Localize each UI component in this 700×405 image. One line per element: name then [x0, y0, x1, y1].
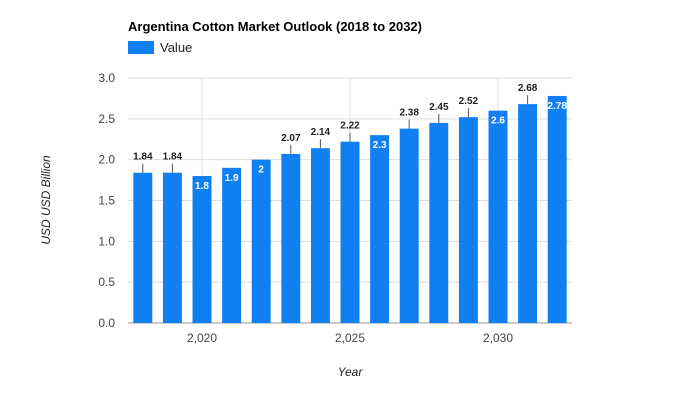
- data-label: 2.6: [491, 116, 505, 127]
- bar[interactable]: [222, 167, 242, 323]
- y-tick-label: 1.0: [98, 234, 115, 248]
- data-label: 2.3: [373, 140, 387, 151]
- data-label: 2.07: [281, 133, 301, 144]
- bar[interactable]: [518, 104, 538, 323]
- data-label: 1.9: [225, 173, 239, 184]
- bar[interactable]: [399, 128, 419, 323]
- bar[interactable]: [547, 95, 567, 323]
- bar[interactable]: [488, 110, 508, 324]
- bar[interactable]: [458, 117, 478, 323]
- legend[interactable]: Value: [128, 40, 192, 55]
- y-tick-label: 0.0: [98, 316, 115, 330]
- legend-label: Value: [160, 40, 192, 55]
- data-label: 2.45: [429, 102, 449, 113]
- legend-swatch: [128, 41, 154, 54]
- x-axis: 2,020 2,025 2,030: [187, 331, 513, 345]
- x-tick-label: 2,025: [335, 331, 365, 345]
- y-tick-label: 2.0: [98, 153, 115, 167]
- bar[interactable]: [429, 122, 449, 324]
- bar[interactable]: [281, 153, 301, 323]
- bar[interactable]: [251, 159, 271, 323]
- data-label: 2: [258, 165, 264, 176]
- bar[interactable]: [133, 172, 153, 323]
- chart-title: Argentina Cotton Market Outlook (2018 to…: [128, 19, 422, 34]
- bar[interactable]: [310, 148, 330, 323]
- data-label: 1.84: [163, 152, 183, 163]
- y-axis-label: USD USD Billion: [39, 155, 53, 245]
- bar[interactable]: [340, 141, 360, 323]
- data-label: 2.52: [459, 96, 479, 107]
- y-tick-label: 0.5: [98, 275, 115, 289]
- x-axis-label: Year: [338, 365, 364, 379]
- y-axis: 0.0 0.5 1.0 1.5 2.0 2.5 3.0: [98, 71, 115, 330]
- y-tick-label: 1.5: [98, 194, 115, 208]
- bar[interactable]: [192, 176, 212, 323]
- data-label: 2.14: [311, 127, 331, 138]
- bar[interactable]: [162, 172, 182, 323]
- x-tick-label: 2,030: [483, 331, 513, 345]
- bar[interactable]: [370, 135, 390, 323]
- data-labels: 1.84 1.84 1.8 1.9 2 2.07 2.14 2.22 2.3 2.38 2.45 2.…: [133, 83, 567, 192]
- data-label: 2.38: [399, 108, 419, 119]
- bars: [133, 95, 567, 324]
- data-label: 2.78: [547, 101, 567, 112]
- x-tick-label: 2,020: [187, 331, 217, 345]
- data-label: 1.84: [133, 152, 153, 163]
- data-label: 2.68: [518, 83, 538, 94]
- data-label: 1.8: [195, 181, 209, 192]
- data-label: 2.22: [340, 121, 360, 132]
- y-tick-label: 2.5: [98, 112, 115, 126]
- y-tick-label: 3.0: [98, 71, 115, 85]
